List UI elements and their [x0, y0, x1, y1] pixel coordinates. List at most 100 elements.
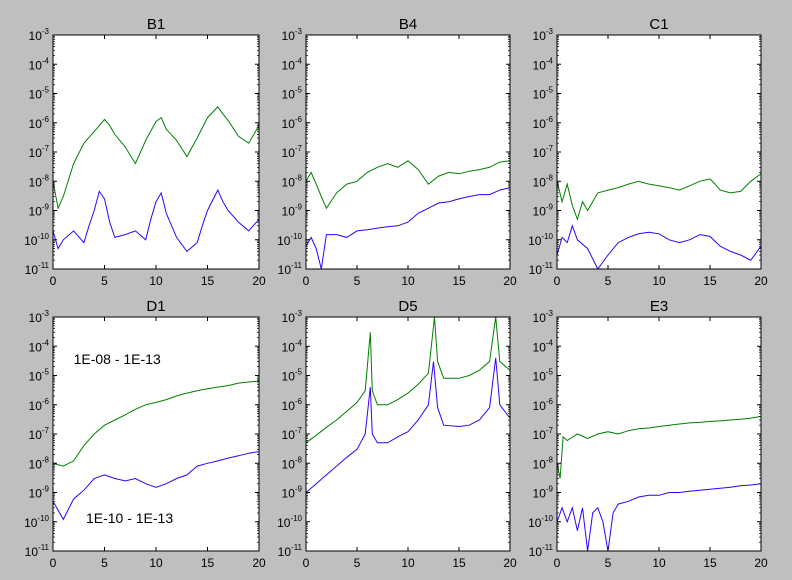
x-tick-label: 0 — [554, 274, 561, 288]
x-tick-label: 10 — [401, 556, 415, 570]
series-line-2 — [306, 187, 510, 269]
y-tick-label: 10-4 — [282, 338, 303, 354]
y-tick-label: 10-10 — [24, 232, 49, 248]
series-line-1 — [53, 106, 259, 210]
y-tick-label: 10-5 — [29, 368, 50, 384]
series-line-2 — [306, 357, 510, 493]
x-tick-label: 10 — [401, 274, 415, 288]
x-tick-label: 20 — [754, 274, 768, 288]
y-tick-label: 10-7 — [533, 426, 554, 442]
plot-area — [557, 317, 761, 551]
x-tick-label: 5 — [101, 274, 108, 288]
y-tick-label: 10-4 — [533, 338, 554, 354]
y-tick-label: 10-5 — [533, 368, 554, 384]
y-tick-label: 10-4 — [282, 56, 303, 72]
y-tick-label: 10-6 — [533, 115, 554, 131]
panel-title: C1 — [649, 16, 668, 33]
y-tick-label: 10-9 — [29, 203, 50, 219]
annotation-label: 1E-10 - 1E-13 — [86, 510, 173, 526]
y-tick-label: 10-8 — [533, 455, 554, 471]
y-tick-label: 10-5 — [29, 86, 50, 102]
x-tick-label: 20 — [503, 274, 517, 288]
x-tick-label: 10 — [652, 274, 666, 288]
y-tick-label: 10-4 — [29, 338, 50, 354]
panel-title: D5 — [398, 298, 417, 315]
y-tick-label: 10-5 — [282, 86, 303, 102]
y-tick-label: 10-5 — [533, 86, 554, 102]
y-tick-label: 10-7 — [29, 426, 50, 442]
x-tick-label: 15 — [452, 556, 466, 570]
y-tick-label: 10-6 — [533, 397, 554, 413]
panel-d5: 0 5 10 15 20 10-11 10-10 10-9 10-8 10-7 10-6 10-5 10… — [277, 298, 517, 570]
panel-b4: 0 5 10 15 20 10-11 10-10 10-9 10-8 10-7 10-6 10-5 10… — [277, 16, 517, 288]
y-tick-label: 10-3 — [282, 27, 303, 43]
x-tick-label: 5 — [605, 556, 612, 570]
x-tick-label: 20 — [754, 556, 768, 570]
y-tick-label: 10-10 — [277, 232, 302, 248]
x-tick-label: 10 — [149, 274, 163, 288]
y-tick-label: 10-11 — [25, 543, 50, 559]
series-line-2 — [557, 483, 761, 551]
y-tick-label: 10-8 — [282, 173, 303, 189]
series-line-2 — [557, 224, 761, 269]
y-tick-label: 10-11 — [278, 261, 303, 277]
panel-b1: 0 5 10 15 20 10-11 10-10 10-9 10-8 10-7 10-6 10-5 10… — [24, 16, 266, 288]
y-tick-label: 10-11 — [529, 543, 554, 559]
plot-area — [53, 317, 259, 551]
y-tick-label: 10-8 — [533, 173, 554, 189]
series-line-1 — [557, 415, 761, 479]
y-tick-label: 10-8 — [29, 455, 50, 471]
y-tick-label: 10-11 — [529, 261, 554, 277]
x-tick-label: 5 — [605, 274, 612, 288]
x-tick-label: 5 — [354, 274, 361, 288]
x-tick-label: 10 — [149, 556, 163, 570]
y-tick-label: 10-5 — [282, 368, 303, 384]
y-tick-label: 10-9 — [282, 203, 303, 219]
y-tick-label: 10-11 — [278, 543, 303, 559]
series-line-1 — [306, 317, 510, 444]
panel-title: E3 — [650, 298, 668, 315]
y-tick-label: 10-6 — [282, 397, 303, 413]
y-tick-label: 10-7 — [533, 144, 554, 160]
x-tick-label: 15 — [703, 274, 717, 288]
x-tick-label: 20 — [503, 556, 517, 570]
y-tick-label: 10-7 — [29, 144, 50, 160]
x-tick-label: 0 — [303, 556, 310, 570]
x-tick-label: 0 — [50, 556, 57, 570]
y-tick-label: 10-9 — [282, 485, 303, 501]
plot-area — [53, 35, 259, 269]
x-tick-label: 5 — [354, 556, 361, 570]
plot-area — [306, 317, 510, 551]
x-tick-label: 15 — [452, 274, 466, 288]
plot-area — [306, 35, 510, 269]
x-tick-label: 0 — [554, 556, 561, 570]
y-tick-label: 10-4 — [533, 56, 554, 72]
x-tick-label: 0 — [303, 274, 310, 288]
y-tick-label: 10-6 — [282, 115, 303, 131]
panel-d1: 0 5 10 15 20 10-11 10-10 10-9 10-8 10-7 10-6 10-5 10… — [24, 298, 266, 570]
panel-title: B1 — [147, 16, 165, 33]
y-tick-label: 10-3 — [29, 309, 50, 325]
series-line-1 — [557, 173, 761, 221]
y-tick-label: 10-7 — [282, 426, 303, 442]
y-tick-label: 10-6 — [29, 397, 50, 413]
y-tick-label: 10-7 — [282, 144, 303, 160]
panel-title: D1 — [146, 298, 165, 315]
y-tick-label: 10-10 — [24, 514, 49, 530]
x-tick-label: 5 — [101, 556, 108, 570]
panel-e3: 0 5 10 15 20 10-11 10-10 10-9 10-8 10-7 10-6 10-5 10… — [528, 298, 768, 570]
y-tick-label: 10-3 — [29, 27, 50, 43]
series-line-2 — [53, 451, 259, 521]
series-line-2 — [53, 188, 259, 253]
x-tick-label: 20 — [252, 274, 266, 288]
panel-title: B4 — [399, 16, 417, 33]
y-tick-label: 10-10 — [528, 232, 553, 248]
y-tick-label: 10-3 — [533, 309, 554, 325]
y-tick-label: 10-10 — [277, 514, 302, 530]
x-tick-label: 10 — [652, 556, 666, 570]
y-tick-label: 10-10 — [528, 514, 553, 530]
x-tick-label: 15 — [201, 274, 215, 288]
annotation-label: 1E-08 - 1E-13 — [74, 351, 161, 367]
plot-area — [557, 35, 761, 269]
y-tick-label: 10-9 — [533, 203, 554, 219]
